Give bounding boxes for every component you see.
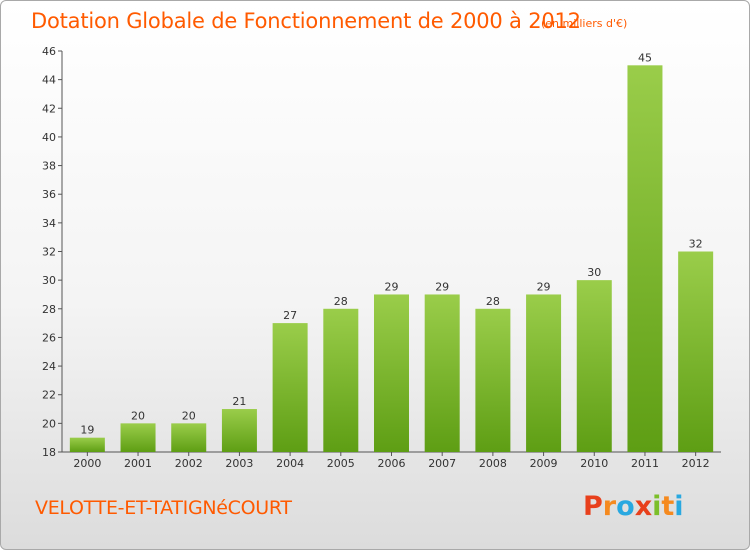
bar [171, 423, 207, 452]
logo-letter: i [652, 491, 662, 522]
y-tick-label: 46 [42, 45, 56, 58]
proxiti-logo: Proxiti [583, 491, 684, 522]
y-tick-label: 40 [42, 131, 56, 144]
data-label: 45 [638, 51, 652, 64]
x-tick-label: 2008 [479, 457, 507, 470]
bar [678, 251, 714, 452]
chart-unit-note: (en milliers d'€) [541, 17, 628, 30]
x-tick-label: 2010 [580, 457, 608, 470]
y-tick-label: 42 [42, 102, 56, 115]
y-tick-label: 38 [42, 160, 56, 173]
data-label: 29 [435, 280, 449, 293]
bar [475, 308, 511, 452]
x-tick-label: 2005 [327, 457, 355, 470]
x-tick-label: 2004 [276, 457, 304, 470]
x-tick-label: 2001 [124, 457, 152, 470]
data-label: 29 [537, 280, 551, 293]
bar [374, 294, 409, 452]
data-label: 21 [232, 395, 246, 408]
x-tick-label: 2006 [378, 457, 406, 470]
logo-letter: r [602, 491, 617, 522]
y-tick-label: 18 [42, 446, 56, 459]
bar [272, 323, 308, 452]
data-label: 20 [131, 409, 145, 422]
y-tick-label: 28 [42, 303, 56, 316]
bar [576, 280, 612, 452]
x-tick-label: 2002 [175, 457, 203, 470]
y-tick-label: 44 [42, 74, 56, 87]
x-tick-label: 2012 [682, 457, 710, 470]
bar [120, 423, 156, 452]
data-label: 27 [283, 309, 297, 322]
x-tick-label: 2000 [73, 457, 101, 470]
bar [69, 437, 105, 452]
x-tick-label: 2007 [428, 457, 456, 470]
commune-name: VELOTTE-ET-TATIGNéCOURT [35, 497, 292, 519]
x-tick-label: 2011 [631, 457, 659, 470]
data-label: 28 [334, 295, 348, 308]
bar [424, 294, 460, 452]
data-label: 20 [182, 409, 196, 422]
y-tick-label: 20 [42, 417, 56, 430]
bar [627, 65, 663, 453]
y-tick-label: 26 [42, 331, 56, 344]
y-tick-label: 32 [42, 246, 56, 259]
x-tick-label: 2003 [225, 457, 253, 470]
data-label: 30 [587, 266, 601, 279]
logo-letter: t [661, 491, 675, 522]
logo-letter: i [674, 491, 684, 522]
data-label: 28 [486, 295, 500, 308]
y-tick-label: 36 [42, 188, 56, 201]
logo-letter: P [583, 491, 603, 522]
data-label: 19 [80, 424, 94, 437]
x-tick-label: 2009 [530, 457, 558, 470]
data-label: 29 [385, 280, 399, 293]
data-label: 32 [689, 238, 703, 251]
bar [526, 294, 562, 452]
bar [323, 308, 359, 452]
chart-title: Dotation Globale de Fonctionnement de 20… [31, 9, 581, 33]
y-tick-label: 30 [42, 274, 56, 287]
logo-letter: o [616, 491, 635, 522]
y-tick-label: 34 [42, 217, 56, 230]
y-tick-label: 22 [42, 389, 56, 402]
logo-letter: x [634, 491, 653, 522]
bar [221, 409, 257, 452]
y-tick-label: 24 [42, 360, 56, 373]
